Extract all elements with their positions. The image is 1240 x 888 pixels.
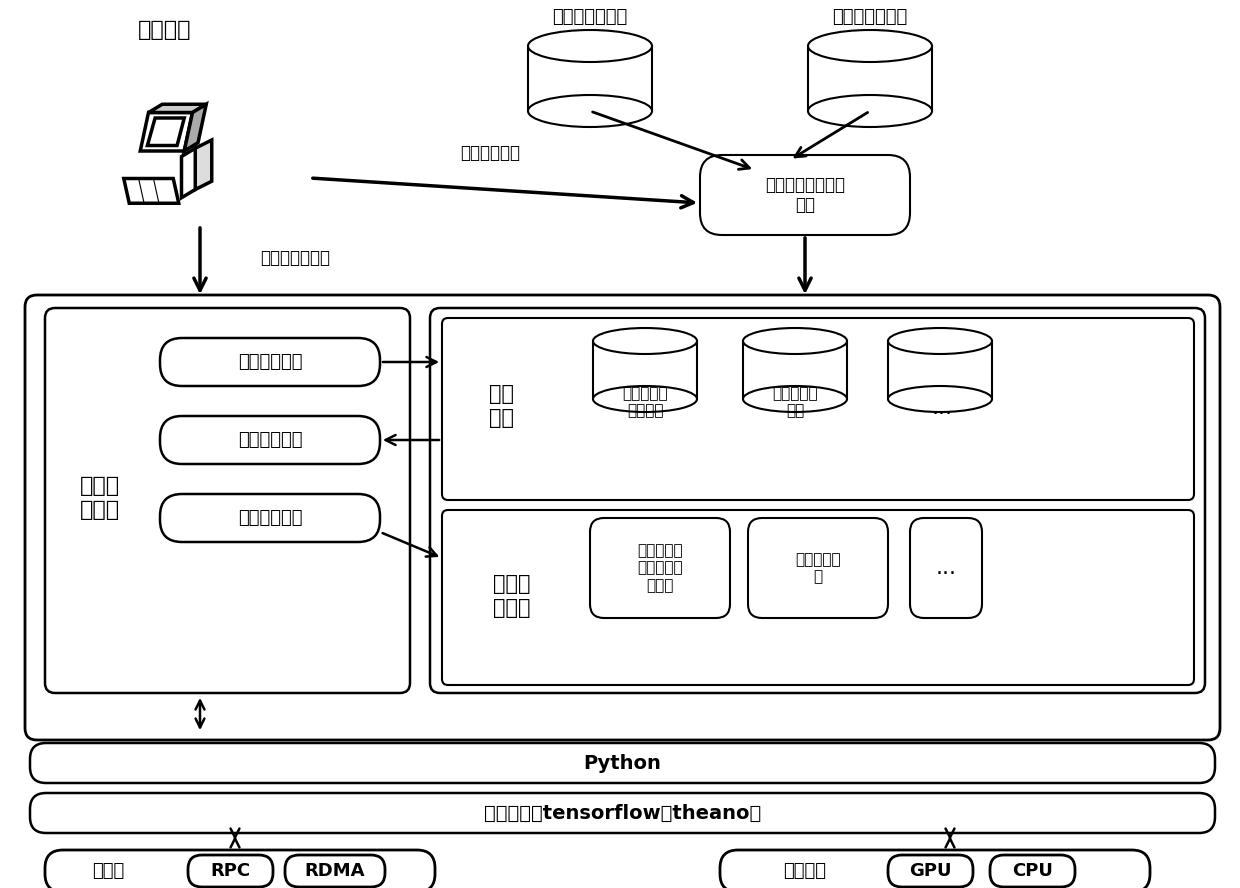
FancyBboxPatch shape: [888, 855, 973, 887]
FancyBboxPatch shape: [720, 850, 1149, 888]
FancyBboxPatch shape: [990, 855, 1075, 887]
Ellipse shape: [808, 95, 932, 127]
Ellipse shape: [743, 328, 847, 354]
Ellipse shape: [888, 328, 992, 354]
Polygon shape: [185, 104, 206, 151]
Text: 卫星在轨数据库: 卫星在轨数据库: [552, 8, 627, 26]
Text: 配置管理模块: 配置管理模块: [238, 353, 303, 371]
Text: 设计人员: 设计人员: [138, 20, 192, 40]
FancyBboxPatch shape: [188, 855, 273, 887]
Text: RDMA: RDMA: [305, 862, 366, 880]
Text: 已训练
模型库: 已训练 模型库: [494, 575, 531, 617]
Text: 算法开发及应用: 算法开发及应用: [260, 249, 330, 267]
Bar: [528, 46, 652, 111]
Polygon shape: [181, 148, 195, 198]
Bar: [743, 341, 847, 399]
FancyBboxPatch shape: [160, 338, 379, 386]
Text: 综合电子故
障数据集: 综合电子故 障数据集: [622, 385, 668, 418]
FancyBboxPatch shape: [701, 155, 910, 235]
FancyBboxPatch shape: [160, 494, 379, 542]
Ellipse shape: [593, 386, 697, 412]
Text: 星敏遥测模
型: 星敏遥测模 型: [795, 551, 841, 584]
Text: 数据抽取及预处理
程序: 数据抽取及预处理 程序: [765, 176, 844, 214]
FancyBboxPatch shape: [748, 518, 888, 618]
FancyBboxPatch shape: [910, 518, 982, 618]
Text: 控制系统数
据集: 控制系统数 据集: [773, 385, 818, 418]
Text: 硬件层次: 硬件层次: [784, 862, 827, 880]
FancyBboxPatch shape: [441, 318, 1194, 500]
Ellipse shape: [888, 386, 992, 412]
Text: 数据管理模块: 数据管理模块: [238, 431, 303, 449]
Ellipse shape: [743, 386, 847, 412]
Text: 数据特征工程: 数据特征工程: [460, 144, 520, 162]
FancyBboxPatch shape: [430, 308, 1205, 693]
FancyBboxPatch shape: [285, 855, 384, 887]
Polygon shape: [149, 104, 206, 113]
Text: 平台内核（tensorflow、theano）: 平台内核（tensorflow、theano）: [484, 804, 761, 822]
Text: ...: ...: [935, 558, 956, 578]
Text: 卫星测试数据库: 卫星测试数据库: [832, 8, 908, 26]
FancyBboxPatch shape: [25, 295, 1220, 740]
FancyBboxPatch shape: [45, 850, 435, 888]
Text: Python: Python: [584, 754, 661, 773]
Ellipse shape: [593, 328, 697, 354]
FancyBboxPatch shape: [45, 308, 410, 693]
Text: 数据
集库: 数据 集库: [490, 385, 515, 428]
Ellipse shape: [528, 30, 652, 62]
FancyBboxPatch shape: [590, 518, 730, 618]
Bar: [888, 341, 992, 399]
Text: RPC: RPC: [211, 862, 250, 880]
Text: 通用算
法框架: 通用算 法框架: [79, 476, 120, 519]
Text: CPU: CPU: [1012, 862, 1053, 880]
Text: 算法执行引擎: 算法执行引擎: [238, 509, 303, 527]
Bar: [808, 46, 932, 111]
Polygon shape: [148, 118, 185, 146]
FancyBboxPatch shape: [160, 416, 379, 464]
Text: 综合电子故
障检测决策
树模型: 综合电子故 障检测决策 树模型: [637, 543, 683, 593]
FancyBboxPatch shape: [30, 743, 1215, 783]
Ellipse shape: [528, 95, 652, 127]
FancyBboxPatch shape: [441, 510, 1194, 685]
Text: ...: ...: [931, 398, 952, 418]
Text: GPU: GPU: [909, 862, 952, 880]
Polygon shape: [195, 140, 212, 189]
Polygon shape: [124, 178, 179, 203]
FancyBboxPatch shape: [30, 793, 1215, 833]
Ellipse shape: [808, 30, 932, 62]
Bar: [593, 341, 697, 399]
Text: 网络层: 网络层: [92, 862, 124, 880]
Polygon shape: [140, 113, 192, 151]
